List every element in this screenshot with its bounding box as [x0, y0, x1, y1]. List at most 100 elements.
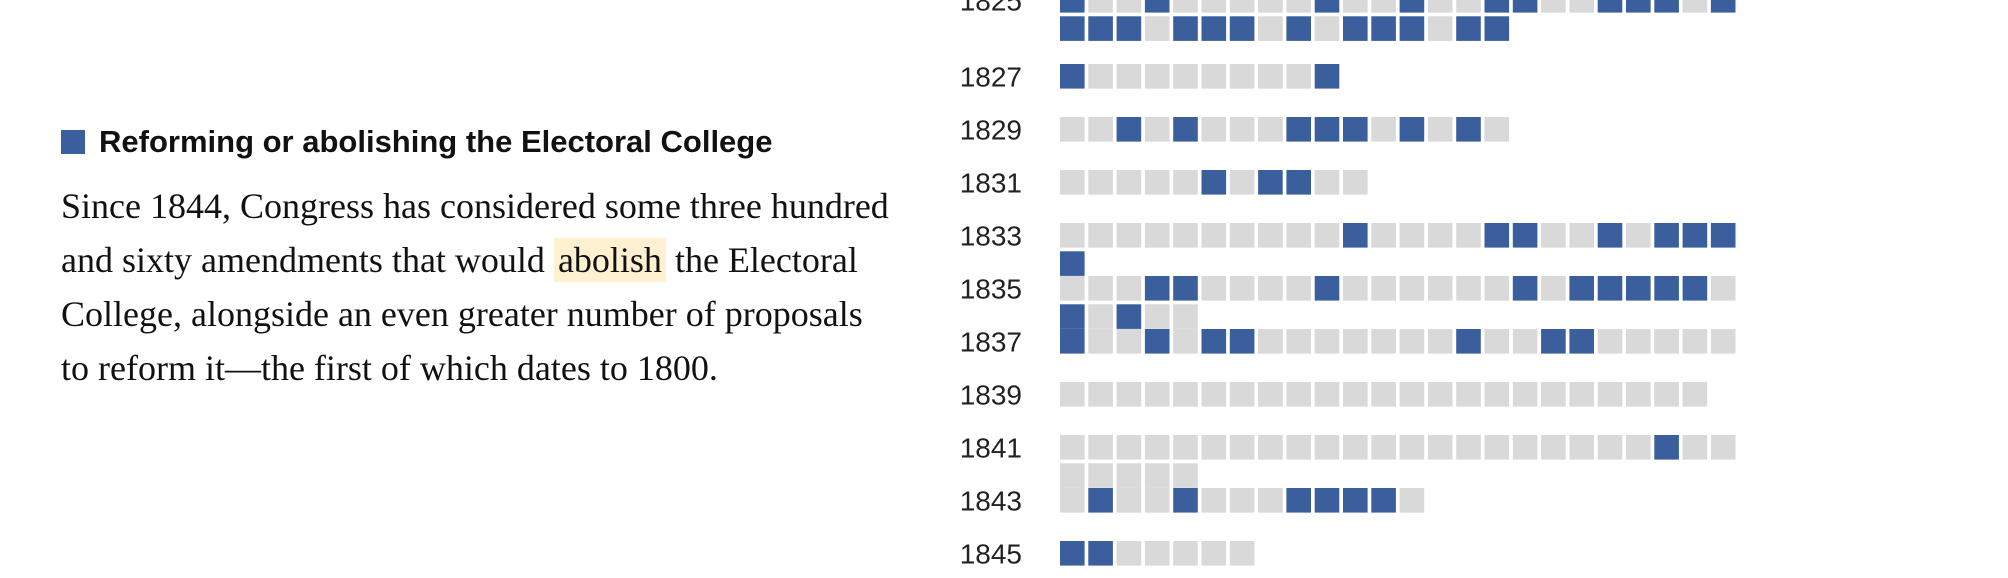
other-proposal-cell	[1654, 329, 1679, 354]
year-label: 1829	[960, 114, 1022, 145]
other-proposal-cell	[1286, 382, 1311, 407]
other-proposal-cell	[1258, 435, 1283, 460]
other-proposal-cell	[1144, 435, 1170, 460]
abolish-proposal-cell	[1229, 16, 1255, 41]
other-proposal-cell	[1456, 223, 1481, 248]
other-proposal-cell	[1371, 435, 1396, 460]
other-proposal-cell	[1201, 223, 1227, 248]
abolish-proposal-cell	[1343, 117, 1368, 142]
other-proposal-cell	[1088, 304, 1113, 329]
abolish-proposal-cell	[1682, 223, 1708, 248]
other-proposal-cell	[1541, 223, 1566, 248]
abolish-proposal-cell	[1654, 435, 1679, 460]
abolish-proposal-cell	[1343, 488, 1368, 513]
year-label: 1831	[960, 167, 1022, 198]
other-proposal-cell	[1088, 223, 1113, 248]
other-proposal-cell	[1286, 0, 1311, 13]
other-proposal-cell	[1682, 382, 1708, 407]
other-proposal-cell	[1343, 329, 1368, 354]
other-proposal-cell	[1229, 223, 1255, 248]
other-proposal-cell	[1371, 117, 1396, 142]
other-proposal-cell	[1201, 382, 1227, 407]
other-proposal-cell	[1144, 382, 1170, 407]
other-proposal-cell	[1201, 64, 1227, 89]
story-panel: Reforming or abolishing the Electoral Co…	[61, 118, 891, 395]
other-proposal-cell	[1173, 541, 1198, 566]
other-proposal-cell	[1116, 541, 1142, 566]
year-label: 1837	[960, 326, 1022, 357]
abolish-proposal-cell	[1060, 251, 1085, 276]
other-proposal-cell	[1427, 329, 1453, 354]
other-proposal-cell	[1286, 276, 1311, 301]
other-proposal-cell	[1399, 435, 1425, 460]
other-proposal-cell	[1286, 329, 1311, 354]
other-proposal-cell	[1710, 276, 1736, 301]
abolish-proposal-cell	[1710, 0, 1736, 13]
other-proposal-cell	[1116, 463, 1142, 488]
abolish-proposal-cell	[1371, 16, 1396, 41]
other-proposal-cell	[1060, 170, 1085, 195]
abolish-proposal-cell	[1201, 16, 1227, 41]
abolish-proposal-cell	[1597, 0, 1623, 13]
other-proposal-cell	[1569, 382, 1594, 407]
abolish-proposal-cell	[1654, 0, 1679, 13]
abolish-proposal-cell	[1399, 16, 1425, 41]
other-proposal-cell	[1116, 382, 1142, 407]
other-proposal-cell	[1399, 488, 1425, 513]
abolish-proposal-cell	[1173, 488, 1198, 513]
other-proposal-cell	[1229, 0, 1255, 13]
other-proposal-cell	[1314, 435, 1340, 460]
year-label: 1845	[960, 538, 1022, 569]
other-proposal-cell	[1116, 435, 1142, 460]
other-proposal-cell	[1710, 435, 1736, 460]
legend-swatch	[61, 130, 85, 154]
other-proposal-cell	[1229, 435, 1255, 460]
abolish-proposal-cell	[1314, 276, 1340, 301]
other-proposal-cell	[1399, 329, 1425, 354]
other-proposal-cell	[1201, 0, 1227, 13]
abolish-proposal-cell	[1343, 16, 1368, 41]
other-proposal-cell	[1173, 223, 1198, 248]
other-proposal-cell	[1484, 329, 1510, 354]
other-proposal-cell	[1144, 117, 1170, 142]
abolish-proposal-cell	[1060, 541, 1085, 566]
other-proposal-cell	[1258, 64, 1283, 89]
other-proposal-cell	[1371, 382, 1396, 407]
body-text-end: the Electoral College, alongside an even…	[61, 240, 863, 388]
other-proposal-cell	[1314, 16, 1340, 41]
other-proposal-cell	[1286, 223, 1311, 248]
abolish-proposal-cell	[1201, 329, 1227, 354]
abolish-proposal-cell	[1654, 276, 1679, 301]
abolish-proposal-cell	[1116, 117, 1142, 142]
abolish-proposal-cell	[1456, 16, 1481, 41]
other-proposal-cell	[1229, 488, 1255, 513]
other-proposal-cell	[1173, 382, 1198, 407]
abolish-proposal-cell	[1314, 0, 1340, 13]
abolish-proposal-cell	[1710, 223, 1736, 248]
other-proposal-cell	[1682, 329, 1708, 354]
other-proposal-cell	[1229, 382, 1255, 407]
other-proposal-cell	[1427, 276, 1453, 301]
other-proposal-cell	[1060, 117, 1085, 142]
other-proposal-cell	[1144, 488, 1170, 513]
abolish-proposal-cell	[1144, 329, 1170, 354]
other-proposal-cell	[1060, 223, 1085, 248]
other-proposal-cell	[1116, 223, 1142, 248]
abolish-proposal-cell	[1201, 170, 1227, 195]
other-proposal-cell	[1088, 382, 1113, 407]
abolish-proposal-cell	[1314, 64, 1340, 89]
other-proposal-cell	[1484, 382, 1510, 407]
body-text-start: Since 1844, Congress has considered some…	[61, 186, 889, 280]
abolish-proposal-cell	[1144, 0, 1170, 13]
other-proposal-cell	[1541, 0, 1566, 13]
other-proposal-cell	[1456, 382, 1481, 407]
other-proposal-cell	[1569, 435, 1594, 460]
highlighted-term: abolish	[553, 238, 666, 282]
other-proposal-cell	[1626, 329, 1651, 354]
other-proposal-cell	[1144, 223, 1170, 248]
abolish-proposal-cell	[1597, 276, 1623, 301]
other-proposal-cell	[1597, 329, 1623, 354]
other-proposal-cell	[1314, 170, 1340, 195]
other-proposal-cell	[1427, 435, 1453, 460]
section-body: Since 1844, Congress has considered some…	[61, 179, 891, 395]
